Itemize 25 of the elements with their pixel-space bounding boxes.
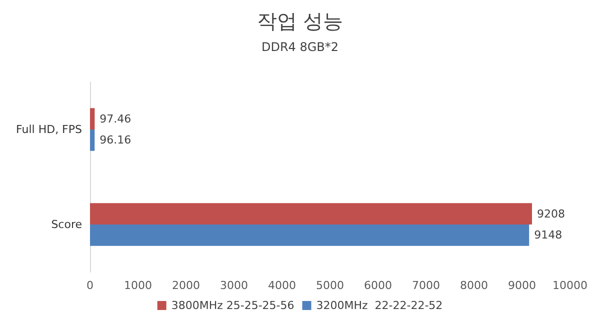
x-tick-label: 6000 [364, 279, 392, 292]
x-tick-label: 8000 [460, 279, 488, 292]
y-tick-label: Score [51, 218, 82, 231]
bar [90, 224, 530, 246]
x-tick-label: 5000 [316, 279, 344, 292]
bar [90, 108, 95, 130]
bar [90, 130, 95, 151]
data-label: 9208 [536, 207, 565, 220]
x-tick-label: 3000 [220, 279, 248, 292]
chart-title: 작업 성능 [256, 9, 344, 33]
data-label: 96.16 [100, 134, 132, 147]
chart-subtitle: DDR4 8GB*2 [261, 40, 339, 54]
bar [90, 203, 532, 224]
x-tick-label: 2000 [172, 279, 200, 292]
x-tick-label: 0 [86, 279, 94, 292]
legend-label: 3200MHz 22-22-22-52 [316, 299, 443, 312]
x-tick-label: 7000 [412, 279, 440, 292]
data-label: 9148 [534, 228, 562, 242]
x-tick-label: 9000 [508, 279, 536, 292]
y-tick-label: Full HD, FPS [16, 123, 82, 136]
legend-label: 3800MHz 25-25-25-56 [171, 299, 294, 312]
x-tick-label: 4000 [268, 279, 296, 292]
x-tick-label: 1000 [124, 279, 152, 292]
x-tick-label: 10000 [552, 279, 588, 292]
data-label: 97.46 [100, 112, 132, 126]
